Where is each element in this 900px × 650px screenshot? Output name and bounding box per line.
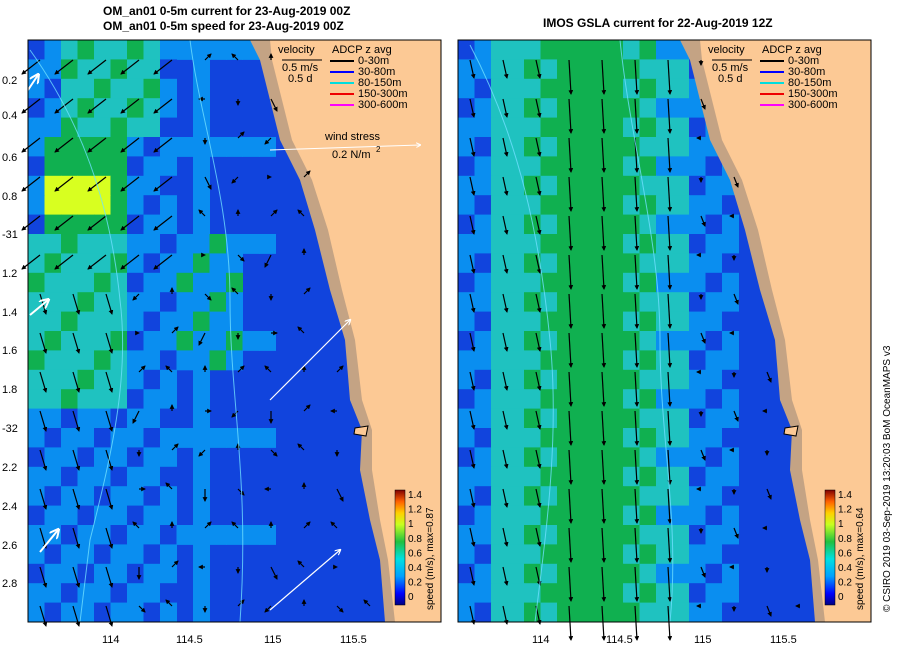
time-scale: 0.5 d (288, 73, 312, 85)
x-tick-label: 115.5 (340, 634, 367, 646)
colorbar-tick-label: 1.2 (408, 505, 422, 516)
y-tick-label: 2.2 (2, 462, 17, 474)
x-tick-label: 115 (694, 634, 712, 646)
colorbar-tick-label: 0 (408, 592, 414, 603)
colorbar-tick-label: 1.4 (838, 490, 852, 501)
y-tick-label: -32 (2, 423, 18, 435)
adcp-range-label: 80-150m (788, 77, 831, 89)
y-tick-label: 1.8 (2, 384, 17, 396)
velocity-label: velocity (278, 44, 315, 56)
right-land (700, 40, 871, 622)
colorbar-tick-label: 0.8 (838, 534, 852, 545)
velocity-scale: 0.5 m/s (282, 62, 319, 74)
adcp-title: ADCP z avg (762, 44, 822, 56)
colorbar-tick-label: 1.4 (408, 490, 422, 501)
x-tick-label: 114 (102, 634, 120, 646)
colorbar-tick-label: 0.4 (408, 563, 422, 574)
y-tick-label: 2.4 (2, 501, 17, 513)
colorbar-tick-label: 0.2 (408, 578, 422, 589)
adcp-range-label: 30-80m (358, 66, 395, 78)
y-tick-label: 0.8 (2, 191, 17, 203)
y-tick-label: 0.4 (2, 110, 17, 122)
right-map-panel (457, 39, 872, 641)
y-axis: 0.2 0.4 0.6 0.8 -31 1.2 1.4 1.6 1.8 -32 … (2, 75, 18, 590)
left-panel-title-speed: OM_an01 0-5m speed for 23-Aug-2019 00Z (103, 19, 344, 33)
colorbar-tick-label: 0 (838, 592, 844, 603)
adcp-title: ADCP z avg (332, 44, 392, 56)
left-map-frame (27, 39, 442, 623)
colorbar-tick-label: 0.2 (838, 578, 852, 589)
adcp-range-label: 30-80m (788, 66, 825, 78)
x-axis-right: 114 114.5 115 115.5 (532, 634, 797, 646)
right-speed-field (458, 40, 739, 623)
velocity-scale: 0.5 m/s (712, 62, 749, 74)
x-tick-label: 114.5 (606, 634, 633, 646)
colorbar-tick-label: 1 (838, 519, 844, 530)
y-tick-label: 2.8 (2, 578, 17, 590)
x-tick-label: 114 (532, 634, 550, 646)
wind-stress-label: wind stress (324, 131, 381, 143)
left-wind-stress-vectors (27, 75, 420, 611)
adcp-range-label: 0-30m (358, 55, 389, 67)
colorbar-tick-label: 1 (408, 519, 414, 530)
x-tick-label: 115.5 (770, 634, 797, 646)
x-tick-label: 115 (264, 634, 282, 646)
adcp-range-label: 80-150m (358, 77, 401, 89)
adcp-range-label: 300-600m (788, 99, 838, 111)
x-axis-left: 114 114.5 115 115.5 (102, 634, 367, 646)
y-tick-label: -31 (2, 229, 18, 241)
right-panel-title: IMOS GSLA current for 22-Aug-2019 12Z (543, 16, 773, 30)
adcp-range-label: 150-300m (358, 88, 408, 100)
wind-stress-scale: 0.2 N/m (332, 149, 371, 161)
y-tick-label: 1.2 (2, 268, 17, 280)
adcp-range-label: 150-300m (788, 88, 838, 100)
colorbar-tick-label: 0.8 (408, 534, 422, 545)
time-scale: 0.5 d (718, 73, 742, 85)
wind-stress-exponent: 2 (376, 145, 381, 154)
y-tick-label: 1.4 (2, 307, 17, 319)
adcp-range-label: 0-30m (788, 55, 819, 67)
colorbar-tick-label: 0.6 (408, 548, 422, 559)
left-colorbar: 1.4 1.2 1 0.8 0.6 0.4 0.2 0 speed (m/s), max=0.… (394, 489, 436, 610)
colorbar-tick-label: 1.2 (838, 505, 852, 516)
right-current-vectors (469, 59, 800, 641)
left-legend: velocity 0.5 m/s 0.5 d ADCP z avg 0-30m3… (278, 44, 408, 161)
left-map-panel (21, 39, 442, 627)
right-island (783, 425, 799, 437)
y-tick-label: 0.2 (2, 75, 17, 87)
right-colorbar-label: speed (m/s), max=0.64 (855, 507, 866, 610)
adcp-range-label: 300-600m (358, 99, 408, 111)
left-island (353, 425, 369, 437)
velocity-label: velocity (708, 44, 745, 56)
left-panel-title-current: OM_an01 0-5m current for 23-Aug-2019 00Z (103, 4, 351, 18)
y-tick-label: 2.6 (2, 540, 17, 552)
y-tick-label: 0.6 (2, 152, 17, 164)
right-colorbar: 1.4 1.2 1 0.8 0.6 0.4 0.2 0 speed (m/s), max=0.… (824, 489, 866, 610)
x-tick-label: 114.5 (176, 634, 203, 646)
left-colorbar-label: speed (m/s), max=0.87 (425, 507, 436, 610)
right-legend: velocity 0.5 m/s 0.5 d ADCP z avg 0-30m3… (708, 44, 838, 111)
colorbar-tick-label: 0.6 (838, 548, 852, 559)
left-land (270, 40, 441, 622)
right-map-frame (457, 39, 872, 623)
colorbar-tick-label: 0.4 (838, 563, 852, 574)
credit-text: © CSIRO 2019 03-Sep-2019 13:20:03 BoM Oc… (882, 345, 893, 612)
y-tick-label: 1.6 (2, 345, 17, 357)
left-current-vectors (21, 53, 371, 627)
